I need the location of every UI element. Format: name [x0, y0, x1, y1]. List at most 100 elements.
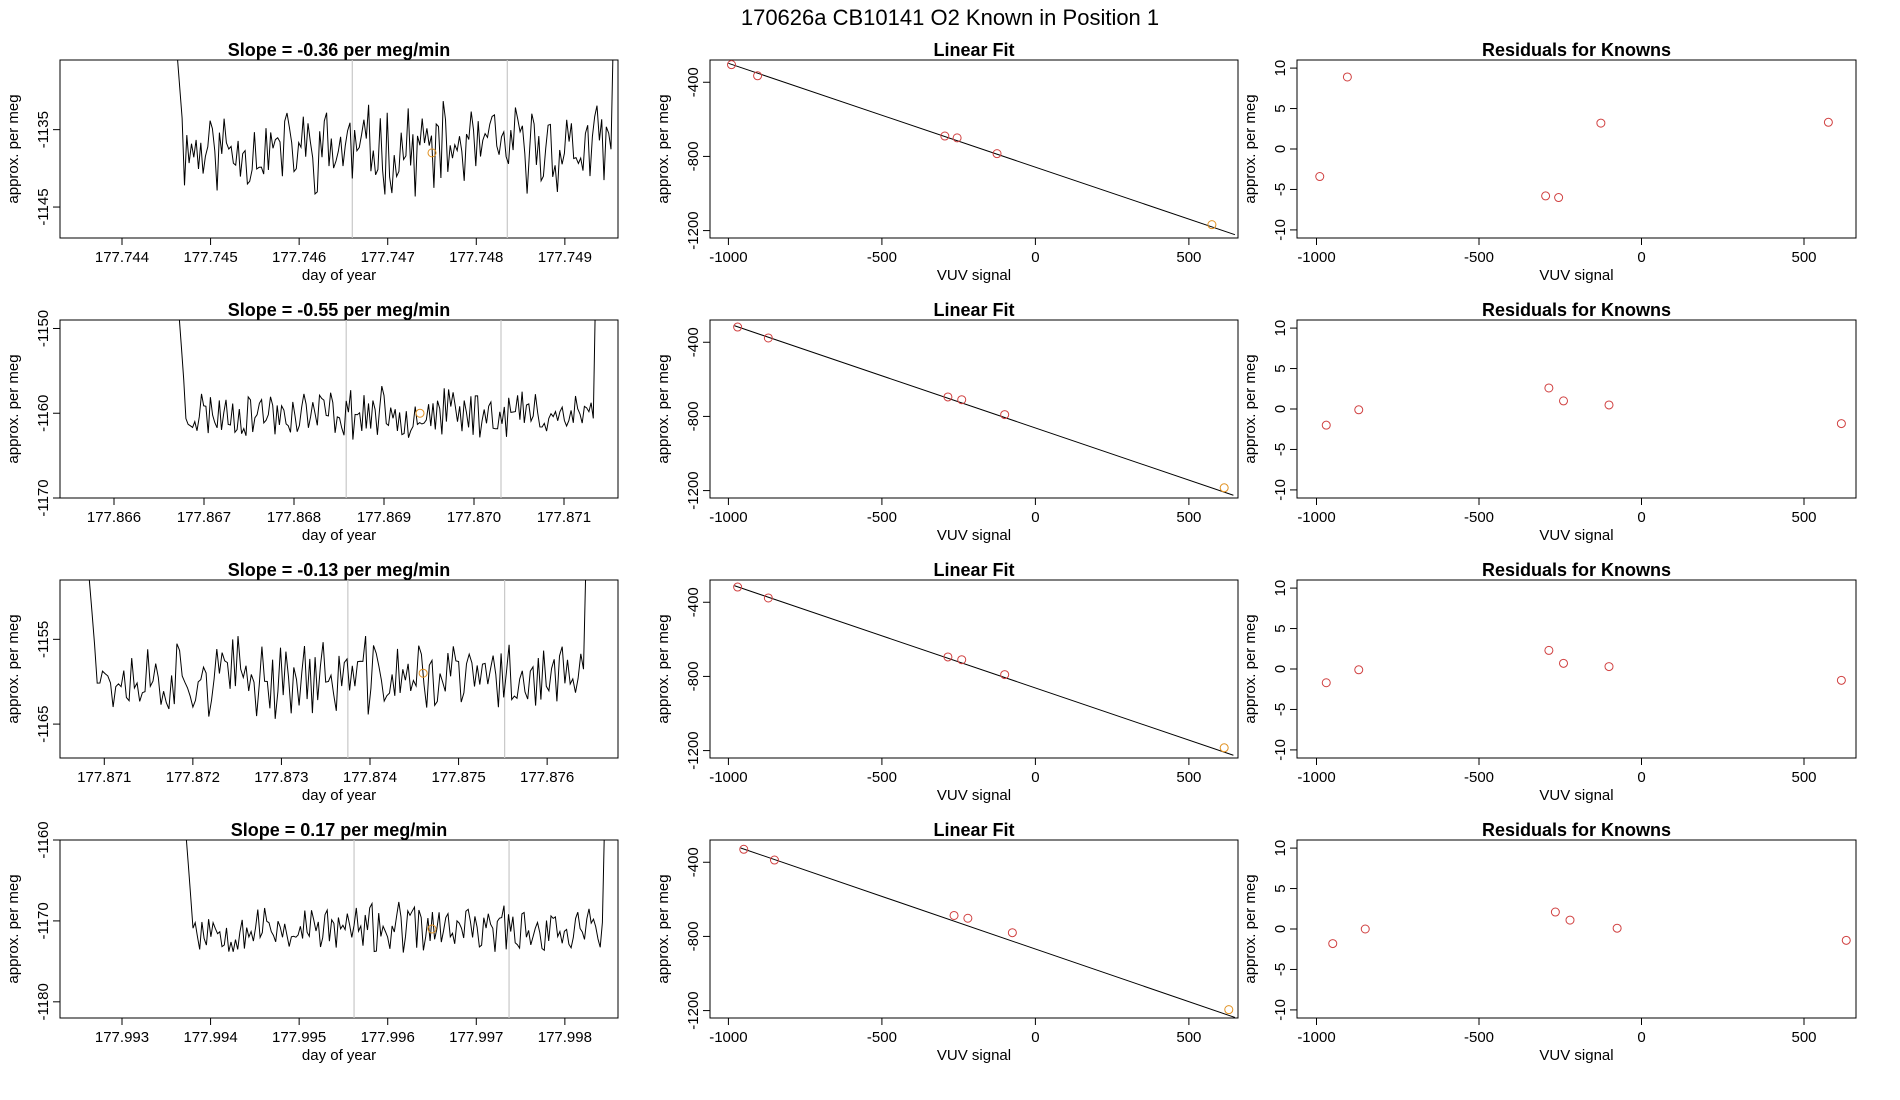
data-point: [1550, 907, 1560, 917]
row-3: Slope = -0.13 per meg/min 177.871 177.872 1…: [5, 560, 1857, 804]
data-point: [1554, 193, 1564, 203]
panel-title: Slope = -0.36 per meg/min: [228, 40, 451, 60]
x-tick-label: 0: [1031, 1029, 1039, 1046]
x-tick-label: 177.997: [449, 1029, 503, 1046]
data-point: [733, 322, 743, 332]
plot-area: [728, 62, 1236, 236]
x-tick-label: -500: [1464, 509, 1494, 526]
data-point: [1544, 645, 1554, 655]
y-tick-label: 10: [1272, 840, 1289, 857]
y-tick-label: 5: [1272, 884, 1289, 892]
data-point: [733, 582, 743, 592]
data-point: [957, 395, 967, 405]
y-tick-label: 0: [1272, 145, 1289, 153]
x-tick-label: 0: [1637, 509, 1645, 526]
data-point: [1007, 928, 1017, 938]
plot-area: [88, 580, 587, 758]
x-axis-label: day of year: [302, 1047, 376, 1064]
x-tick-label: 500: [1791, 249, 1816, 266]
panel-title: Residuals for Knowns: [1482, 300, 1671, 320]
data-point: [1544, 383, 1554, 393]
y-tick-label: -5: [1272, 963, 1289, 976]
data-point: [1342, 72, 1352, 82]
y-axis-label: approx. per meg: [5, 354, 22, 463]
x-tick-label: 177.995: [272, 1029, 326, 1046]
y-axis-label: approx. per meg: [655, 94, 672, 203]
x-axis-label: VUV signal: [937, 1047, 1011, 1064]
data-point: [739, 844, 749, 854]
data-point: [1604, 400, 1614, 410]
x-tick-label: 177.996: [361, 1029, 415, 1046]
data-point: [952, 133, 962, 143]
x-tick-label: 500: [1176, 1029, 1201, 1046]
x-tick-label: 500: [1791, 509, 1816, 526]
x-tick-label: 500: [1791, 769, 1816, 786]
plot-frame: [59, 59, 619, 239]
y-tick-label: -1155: [35, 621, 52, 658]
y-tick-label: -400: [685, 327, 702, 357]
data-point: [1604, 662, 1614, 672]
plot-area: [177, 60, 614, 238]
data-point: [726, 60, 736, 70]
y-tick-label: -5: [1272, 183, 1289, 196]
x-tick-label: 177.866: [87, 509, 141, 526]
y-tick-label: 10: [1272, 580, 1289, 597]
plot-area: [734, 325, 1234, 496]
data-point: [1841, 935, 1851, 945]
x-tick-label: -1000: [1297, 249, 1335, 266]
y-tick-label: -400: [685, 847, 702, 877]
x-tick-label: -500: [1464, 1029, 1494, 1046]
y-axis-label: approx. per meg: [1242, 354, 1259, 463]
time-series-panel: Slope = -0.55 per meg/min 177.866 177.867 1…: [5, 300, 619, 544]
x-tick-label: -500: [867, 769, 897, 786]
data-point: [1219, 743, 1229, 753]
plot-frame: [1296, 579, 1857, 759]
y-tick-label: -1200: [685, 471, 702, 509]
residuals-panel: Residuals for Knowns -1000 -500 0 500 -10 -5 0 5…: [1242, 820, 1857, 1064]
data-point: [949, 910, 959, 920]
panel-title: Residuals for Knowns: [1482, 40, 1671, 60]
series-line: [88, 580, 587, 719]
x-tick-label: 177.867: [177, 509, 231, 526]
linear-fit-panel: Linear Fit -1000 -500 0 500 -1200 -800 -400 VUV …: [655, 300, 1239, 544]
x-tick-label: 177.868: [267, 509, 321, 526]
highlight-point: [418, 668, 428, 678]
highlight-point: [427, 148, 437, 158]
x-tick-label: 500: [1176, 509, 1201, 526]
x-axis-label: VUV signal: [1539, 787, 1613, 804]
data-point: [1823, 117, 1833, 127]
x-axis-label: VUV signal: [1539, 527, 1613, 544]
y-tick-label: -10: [1272, 739, 1289, 761]
x-tick-label: 177.871: [537, 509, 591, 526]
x-tick-label: 177.993: [95, 1029, 149, 1046]
plot-frame: [709, 59, 1239, 239]
data-point: [1559, 396, 1568, 406]
x-tick-label: 0: [1031, 769, 1039, 786]
panel-title: Slope = -0.55 per meg/min: [228, 300, 451, 320]
fit-line: [734, 325, 1234, 496]
data-point: [943, 392, 953, 402]
y-tick-label: 10: [1272, 320, 1289, 337]
data-point: [1596, 118, 1606, 128]
time-series-panel: Slope = -0.36 per meg/min 177.744 177.745 1…: [5, 40, 619, 284]
plot-frame: [1296, 319, 1857, 499]
data-point: [1000, 410, 1010, 420]
plot-area: [740, 847, 1236, 1018]
y-tick-label: -1180: [35, 983, 52, 1020]
y-tick-label: -5: [1272, 443, 1289, 456]
fit-line: [740, 847, 1236, 1018]
y-tick-label: 0: [1272, 405, 1289, 413]
data-point: [1321, 420, 1331, 430]
x-tick-label: -500: [867, 1029, 897, 1046]
series-line: [178, 320, 596, 440]
y-tick-label: -10: [1272, 479, 1289, 501]
series-line: [177, 60, 614, 197]
data-point: [992, 149, 1002, 159]
data-point: [769, 855, 779, 865]
data-point: [753, 71, 763, 81]
y-axis-label: approx. per meg: [1242, 94, 1259, 203]
y-tick-label: -400: [685, 587, 702, 617]
plot-frame: [59, 839, 619, 1019]
data-point: [957, 655, 967, 665]
